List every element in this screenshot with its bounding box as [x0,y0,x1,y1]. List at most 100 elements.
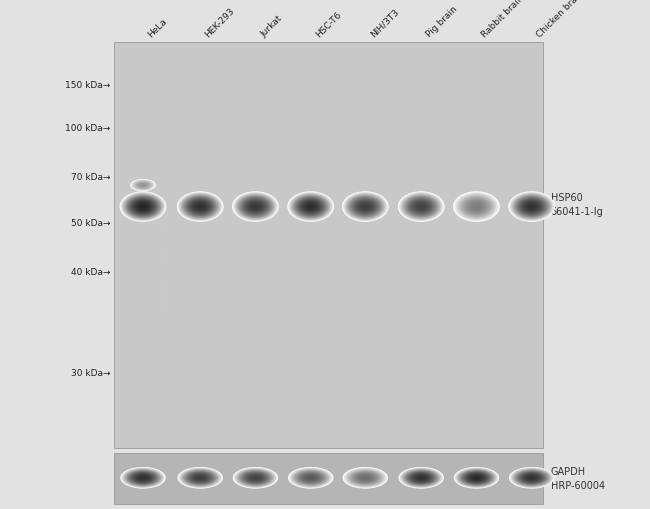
Ellipse shape [417,205,425,210]
Ellipse shape [232,192,279,222]
Ellipse shape [142,477,144,478]
Ellipse shape [142,477,144,478]
Ellipse shape [240,197,271,217]
Ellipse shape [295,197,326,217]
Ellipse shape [139,205,147,210]
Ellipse shape [407,198,436,216]
Ellipse shape [343,193,387,221]
Ellipse shape [125,195,161,219]
Ellipse shape [250,204,261,211]
Ellipse shape [305,475,317,480]
Ellipse shape [515,196,549,218]
Ellipse shape [456,194,497,220]
Ellipse shape [235,194,276,220]
Ellipse shape [363,206,368,209]
Ellipse shape [411,473,432,483]
Ellipse shape [140,477,146,479]
Ellipse shape [306,204,316,211]
Ellipse shape [133,473,153,483]
Ellipse shape [289,193,333,221]
Ellipse shape [415,474,428,481]
Ellipse shape [187,199,213,216]
Ellipse shape [361,204,370,210]
Ellipse shape [133,201,153,214]
Ellipse shape [346,195,384,219]
Ellipse shape [136,182,150,189]
Text: Jurkat: Jurkat [259,14,283,39]
Ellipse shape [362,476,369,479]
Ellipse shape [134,473,152,482]
Ellipse shape [249,203,262,211]
Ellipse shape [139,184,147,187]
Ellipse shape [190,473,211,483]
Ellipse shape [402,195,440,219]
Ellipse shape [197,205,203,209]
Ellipse shape [302,474,319,482]
Ellipse shape [127,470,159,486]
Ellipse shape [410,472,433,483]
Ellipse shape [404,470,439,486]
Ellipse shape [242,471,269,485]
Ellipse shape [247,202,264,213]
Ellipse shape [454,193,499,221]
Ellipse shape [127,197,159,217]
Ellipse shape [459,470,494,486]
Ellipse shape [352,472,378,484]
Ellipse shape [296,471,326,485]
Ellipse shape [513,195,551,219]
Ellipse shape [346,194,385,220]
Ellipse shape [413,474,429,482]
Ellipse shape [360,475,370,480]
Ellipse shape [465,200,488,215]
Ellipse shape [239,470,272,486]
Ellipse shape [138,184,148,188]
Ellipse shape [237,195,274,219]
Ellipse shape [473,205,480,210]
Ellipse shape [191,201,209,213]
Ellipse shape [183,470,218,486]
Ellipse shape [184,196,216,218]
Text: GAPDH
HRP-60004: GAPDH HRP-60004 [551,466,604,490]
Ellipse shape [361,476,369,479]
Ellipse shape [307,205,315,210]
Ellipse shape [310,477,311,478]
Ellipse shape [361,476,370,480]
Ellipse shape [527,204,536,210]
Ellipse shape [417,476,426,480]
Ellipse shape [421,477,422,478]
Ellipse shape [298,472,323,484]
Ellipse shape [140,184,146,187]
Ellipse shape [188,200,212,215]
Ellipse shape [402,468,441,487]
Ellipse shape [346,468,385,487]
Ellipse shape [472,476,481,480]
Ellipse shape [253,206,258,209]
Ellipse shape [358,202,373,212]
Ellipse shape [294,196,328,218]
Ellipse shape [309,477,312,478]
Ellipse shape [127,196,159,218]
Ellipse shape [236,194,275,220]
Ellipse shape [241,471,270,485]
Ellipse shape [126,470,160,486]
Ellipse shape [190,473,210,483]
Text: HSC-T6: HSC-T6 [314,10,343,39]
Ellipse shape [529,477,534,479]
Ellipse shape [465,200,488,214]
Ellipse shape [356,473,375,483]
Ellipse shape [140,184,146,187]
Ellipse shape [138,204,148,211]
Ellipse shape [420,206,423,208]
Ellipse shape [140,205,146,209]
Ellipse shape [179,468,222,488]
Ellipse shape [456,193,497,221]
Ellipse shape [131,200,155,215]
Ellipse shape [399,467,443,488]
Ellipse shape [292,469,329,487]
Ellipse shape [462,471,491,485]
Ellipse shape [131,180,155,191]
Ellipse shape [475,206,478,208]
Ellipse shape [186,198,214,216]
Ellipse shape [359,474,372,481]
Ellipse shape [240,197,270,217]
